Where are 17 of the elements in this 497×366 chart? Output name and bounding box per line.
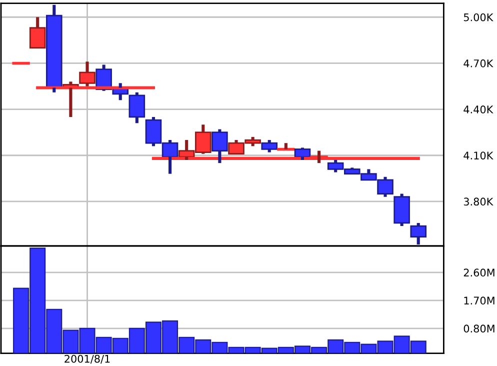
candlestick xyxy=(212,129,228,164)
candlestick xyxy=(128,92,146,124)
candlestick xyxy=(46,4,62,92)
y-tick-label: 5.00K xyxy=(464,13,494,22)
candlestick xyxy=(12,62,30,65)
x-tick-label: 2001/8/1 xyxy=(64,354,110,364)
y-tick-label: 4.40K xyxy=(464,106,494,114)
y-tick-label: 1.70M xyxy=(464,296,494,305)
y-tick-label: 3.80K xyxy=(464,198,494,206)
y-tick-label: 2.60M xyxy=(464,268,494,277)
candlestick xyxy=(294,148,311,160)
y-tick-label: 4.70K xyxy=(464,59,494,68)
y-tick-label: 0.80M xyxy=(464,324,494,333)
candlestick xyxy=(410,222,427,244)
y-tick-label: 4.10K xyxy=(464,152,494,160)
candlestick xyxy=(261,140,278,152)
candlestick xyxy=(394,194,410,226)
